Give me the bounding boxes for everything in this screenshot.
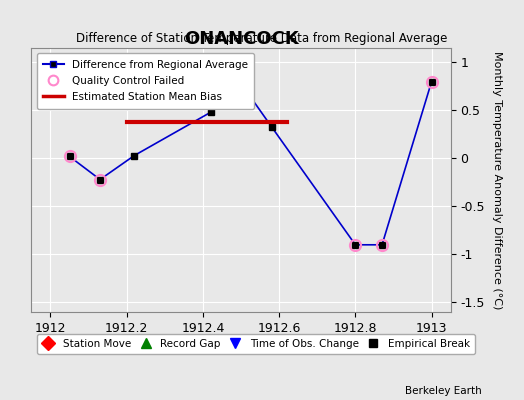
Text: Berkeley Earth: Berkeley Earth [406, 386, 482, 396]
Text: Difference of Station Temperature Data from Regional Average: Difference of Station Temperature Data f… [77, 32, 447, 45]
Title: ONANCOCK: ONANCOCK [184, 30, 298, 48]
Legend: Station Move, Record Gap, Time of Obs. Change, Empirical Break: Station Move, Record Gap, Time of Obs. C… [37, 334, 475, 354]
Y-axis label: Monthly Temperature Anomaly Difference (°C): Monthly Temperature Anomaly Difference (… [492, 51, 501, 309]
